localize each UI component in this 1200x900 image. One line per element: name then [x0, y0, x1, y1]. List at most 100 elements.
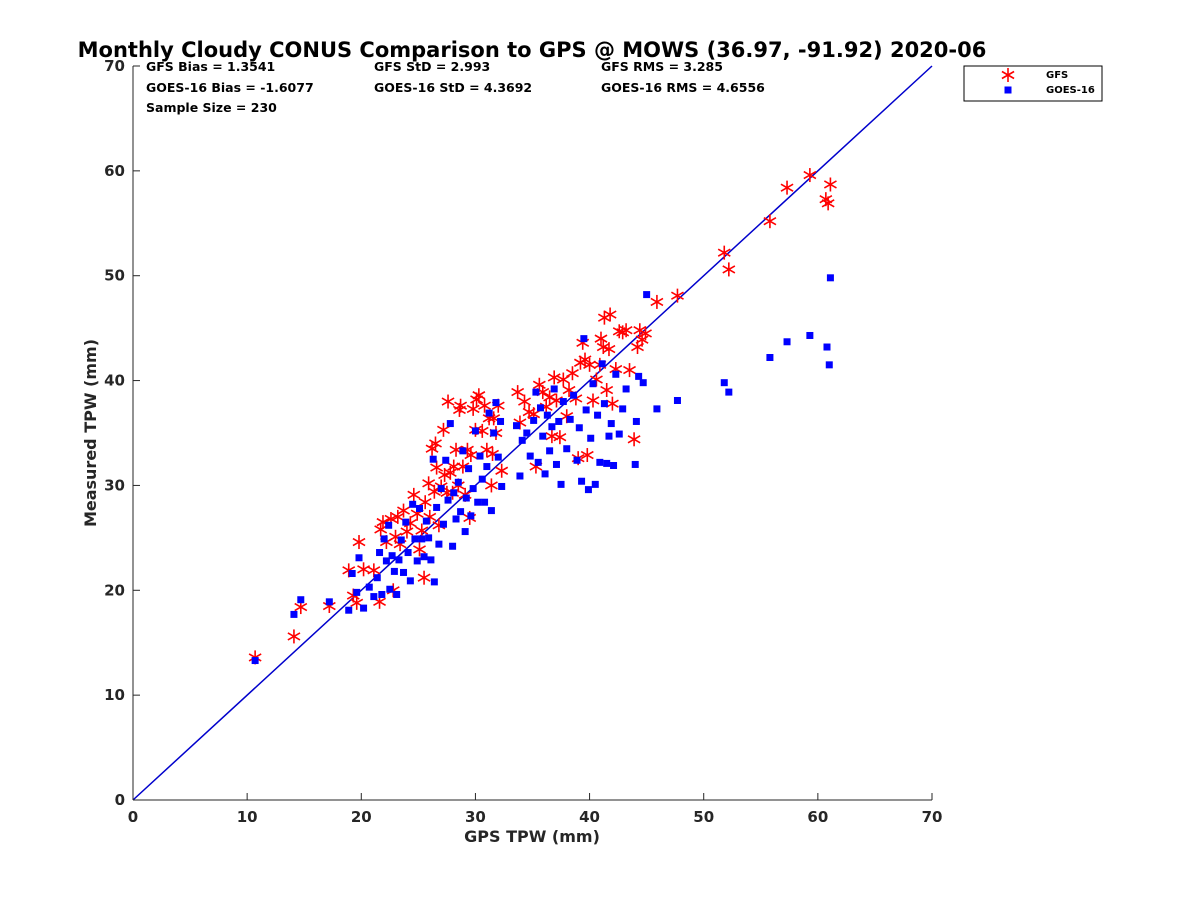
goes-16-point	[559, 398, 567, 406]
goes-16-point	[395, 556, 403, 564]
gfs-point	[602, 342, 616, 357]
x-tick-label: 20	[351, 808, 372, 826]
goes-16-point	[612, 370, 620, 378]
goes-16-point	[478, 475, 486, 483]
goes-16-point	[465, 465, 473, 473]
goes-16-point	[543, 411, 551, 419]
goes-16-point	[594, 411, 602, 419]
goes-16-point	[600, 400, 608, 408]
goes-16-point	[523, 429, 531, 437]
goes-16-point	[546, 447, 554, 455]
gfs-point	[454, 398, 468, 413]
goes-16-point	[397, 536, 405, 544]
y-tick-label: 30	[104, 476, 125, 494]
goes-16-point	[575, 424, 583, 432]
goes-16-point	[360, 604, 368, 612]
gfs-point	[722, 262, 736, 277]
goes-16-point	[494, 453, 502, 461]
goes-16-point	[557, 480, 565, 488]
goes-16-point	[631, 460, 639, 468]
plot-area: 0 10 20 30 40 50 60 70 0 10 20 30 40 50 60 70	[104, 57, 942, 826]
goes-16-point	[490, 429, 498, 437]
gfs-point	[437, 422, 450, 437]
goes-16-point	[615, 430, 623, 438]
y-axis-ticks: 0 10 20 30 40 50 60 70	[104, 57, 140, 809]
legend-goes-16-square	[1004, 86, 1012, 94]
goes-16-point	[378, 590, 386, 598]
goes-16-point	[388, 552, 396, 560]
goes-16-point	[825, 361, 833, 369]
legend-gfs-label: GFS	[1046, 70, 1068, 81]
goes-16-point	[823, 343, 831, 351]
goes-16-point	[610, 462, 618, 470]
goes-16-point	[418, 535, 426, 543]
goes-16-point	[462, 494, 470, 502]
gfs-point	[623, 363, 636, 378]
goes-16-point	[725, 388, 733, 396]
goes-16-point	[548, 423, 556, 431]
goes-16-point	[297, 596, 305, 604]
chart-title: Monthly Cloudy CONUS Comparison to GPS @…	[78, 38, 987, 62]
gfs-point	[553, 430, 567, 445]
gfs-point	[397, 503, 410, 518]
goes-16-point	[353, 588, 361, 596]
reference-line-group	[132, 65, 933, 801]
gfs-point	[823, 177, 837, 192]
x-tick-label: 60	[807, 808, 828, 826]
gfs-point	[464, 448, 478, 463]
gfs-point	[780, 180, 794, 195]
legend-box	[963, 65, 1103, 102]
goes-16-point	[474, 498, 482, 506]
x-tick-label: 40	[579, 808, 600, 826]
legend-gfs-marker	[1001, 68, 1015, 82]
goes-16-point	[497, 417, 505, 425]
goes-16-point	[457, 508, 465, 516]
gfs-point	[627, 432, 641, 447]
goes-16-point	[783, 338, 791, 346]
one-to-one-line	[132, 65, 933, 801]
gfs-point	[413, 542, 426, 557]
goes-16-point	[385, 521, 393, 529]
goes-16-point	[413, 557, 421, 565]
gfs-point	[821, 196, 835, 211]
goes-16-point	[469, 485, 477, 493]
gfs-point	[763, 214, 777, 229]
goes-16-point	[573, 456, 581, 464]
goes-16-point	[673, 396, 681, 404]
goes-16-point	[437, 485, 445, 493]
goes-16-point	[607, 420, 615, 428]
y-tick-label: 10	[104, 686, 125, 704]
legend-goes-16-label: GOES-16	[1046, 85, 1095, 96]
goes-16-point	[563, 445, 571, 453]
y-tick-label: 20	[104, 581, 125, 599]
goes-16-point	[587, 434, 595, 442]
y-tick-label: 40	[104, 372, 125, 390]
gfs-point	[583, 357, 597, 372]
goes-16-point	[498, 482, 506, 490]
x-axis-ticks: 0 10 20 30 40 50 60 70	[128, 793, 942, 826]
gfs-point	[407, 487, 421, 502]
gfs-point	[417, 570, 431, 585]
goes-16-point	[429, 455, 437, 463]
gfs-point	[603, 307, 617, 322]
goes-16-point	[541, 470, 549, 478]
goes-16-point	[526, 452, 534, 460]
goes-16-point	[534, 458, 542, 466]
gfs-point	[650, 294, 664, 309]
stat-goes-bias: GOES-16 Bias = -1.6077	[146, 80, 314, 95]
gfs-point	[374, 522, 388, 537]
goes-16-point	[402, 518, 410, 526]
goes-16-point	[404, 549, 412, 557]
y-axis-label: Measured TPW (mm)	[81, 339, 100, 527]
legend: GFS GOES-16	[963, 65, 1103, 102]
goes-16-point	[826, 274, 834, 282]
gfs-point	[547, 370, 561, 385]
goes-16-point	[653, 405, 661, 413]
x-axis-label: GPS TPW (mm)	[464, 827, 600, 846]
goes-16-point	[449, 542, 457, 550]
goes-16-point	[400, 568, 408, 576]
x-tick-label: 30	[465, 808, 486, 826]
gfs-point	[472, 388, 486, 403]
goes-16-point	[430, 578, 438, 586]
goes-16-point	[459, 447, 467, 455]
